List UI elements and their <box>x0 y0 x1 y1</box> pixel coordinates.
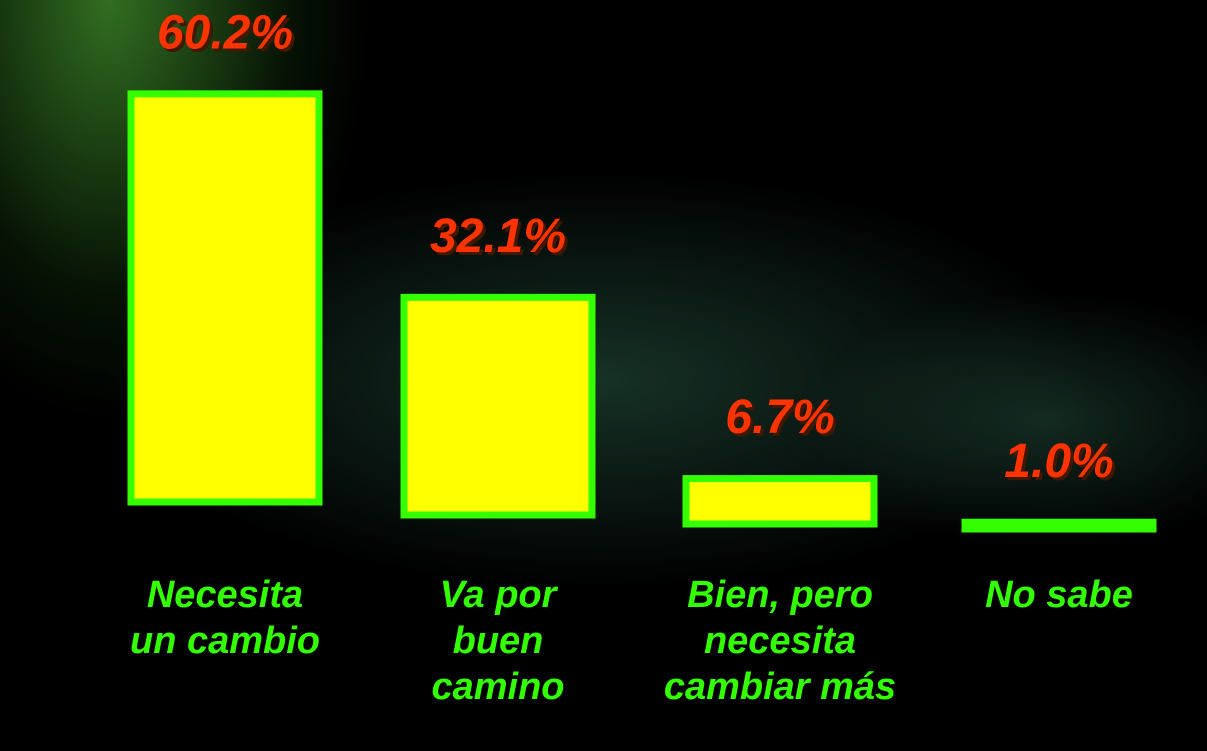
bar <box>965 522 1153 529</box>
value-label: 32.1% <box>430 210 566 263</box>
slide: 60.2%60.2%32.1%32.1%6.7%6.7%1.0%1.0% Nec… <box>0 0 1207 751</box>
value-label: 1.0% <box>1004 435 1113 488</box>
bar <box>131 94 319 502</box>
bar <box>686 479 874 524</box>
category-label: Necesita un cambio <box>75 572 375 664</box>
category-label: No sabe <box>909 572 1207 618</box>
category-label: Va por buen camino <box>348 572 648 710</box>
value-label: 6.7% <box>725 391 834 444</box>
value-label: 60.2% <box>157 7 293 60</box>
bar <box>404 297 592 515</box>
category-label: Bien, pero necesita cambiar más <box>630 572 930 710</box>
